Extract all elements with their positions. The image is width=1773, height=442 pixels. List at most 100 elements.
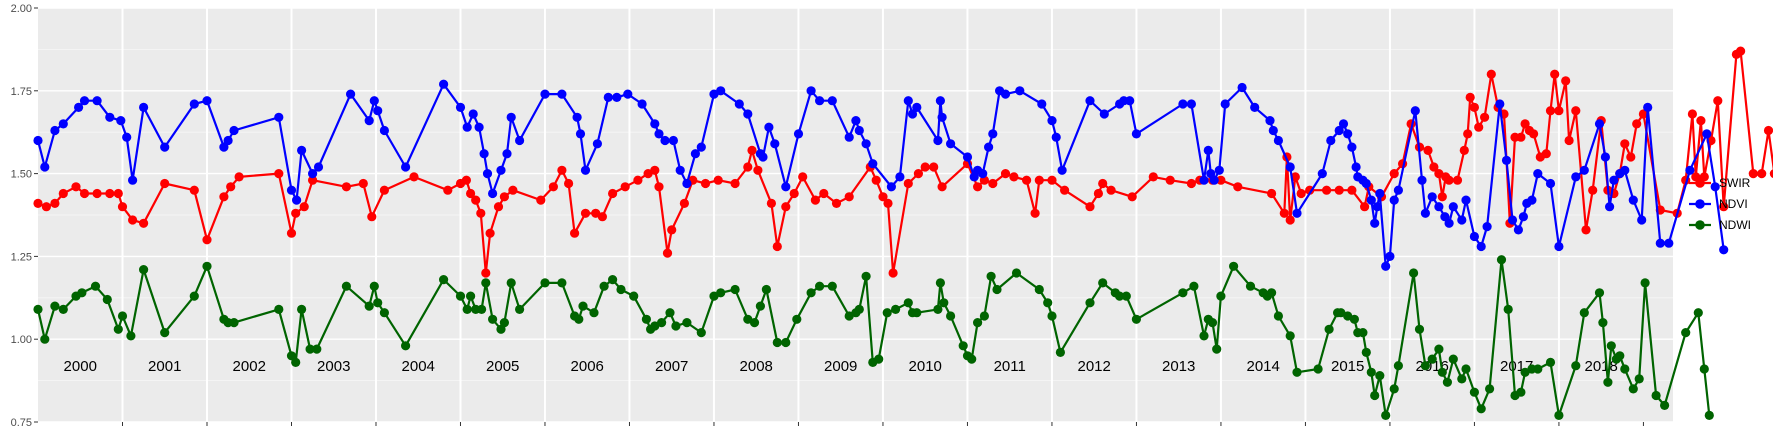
- data-point: [1417, 175, 1427, 185]
- data-point: [1461, 364, 1471, 374]
- data-point: [481, 278, 491, 288]
- data-point: [1055, 347, 1065, 357]
- data-point: [1334, 125, 1344, 136]
- data-point: [139, 265, 149, 275]
- data-point: [1571, 172, 1581, 182]
- data-point: [650, 119, 660, 129]
- data-point: [1057, 165, 1067, 175]
- data-point: [1518, 212, 1528, 222]
- data-point: [1334, 185, 1344, 195]
- data-point: [933, 304, 943, 314]
- data-point: [1620, 165, 1630, 175]
- data-point: [1516, 132, 1526, 142]
- data-point: [1034, 175, 1044, 185]
- data-point: [608, 275, 618, 285]
- data-point: [1600, 152, 1610, 162]
- data-point: [629, 291, 639, 301]
- data-point: [455, 291, 466, 301]
- year-label: 2002: [233, 358, 266, 375]
- data-point: [461, 175, 471, 185]
- year-label: 2015: [1331, 358, 1364, 375]
- data-point: [1212, 344, 1222, 354]
- data-point: [578, 301, 588, 311]
- data-point: [749, 318, 760, 328]
- data-point: [77, 288, 87, 298]
- data-point: [608, 188, 618, 199]
- data-point: [882, 308, 892, 318]
- data-point: [851, 116, 861, 126]
- data-point: [1216, 175, 1226, 185]
- data-point: [589, 308, 599, 318]
- data-point: [665, 308, 675, 318]
- data-point: [1099, 109, 1109, 119]
- data-point: [572, 112, 582, 122]
- data-point: [105, 112, 115, 122]
- legend-label: NDVI: [1719, 197, 1748, 211]
- data-point: [305, 344, 315, 354]
- data-point: [1216, 291, 1226, 301]
- data-point: [1098, 178, 1108, 189]
- series-ndvi: [33, 79, 1729, 271]
- data-point: [903, 178, 913, 189]
- data-point: [1409, 268, 1419, 278]
- data-point: [41, 202, 52, 212]
- data-point: [1442, 377, 1452, 387]
- data-point: [1693, 308, 1703, 318]
- data-point: [286, 351, 297, 361]
- data-point: [696, 328, 706, 338]
- data-point: [612, 92, 622, 102]
- data-point: [379, 185, 389, 195]
- y-axis: 0.75 1.00 1.25 1.50 1.75 2.00: [11, 3, 38, 429]
- data-point: [868, 159, 878, 169]
- data-point: [1533, 364, 1543, 374]
- data-point: [1736, 46, 1746, 56]
- data-point: [1414, 324, 1425, 334]
- data-point: [540, 278, 550, 288]
- data-point: [903, 298, 913, 308]
- data-point: [1603, 377, 1613, 387]
- data-point: [1034, 284, 1044, 295]
- data-point: [1296, 188, 1306, 199]
- data-point: [888, 268, 898, 278]
- data-point: [1420, 208, 1430, 218]
- data-point: [1696, 116, 1706, 126]
- data-point: [476, 208, 486, 218]
- data-point: [781, 182, 791, 192]
- data-point: [515, 135, 525, 146]
- data-point: [557, 165, 567, 175]
- data-point: [871, 175, 881, 185]
- data-point: [637, 99, 647, 109]
- data-point: [755, 301, 766, 311]
- data-point: [113, 188, 123, 199]
- data-point: [592, 139, 603, 149]
- data-point: [1687, 109, 1697, 119]
- data-point: [912, 308, 922, 318]
- data-point: [713, 175, 723, 185]
- data-point: [1324, 324, 1334, 334]
- data-point: [1267, 288, 1277, 298]
- data-point: [907, 109, 918, 119]
- data-point: [603, 92, 613, 102]
- data-point: [770, 139, 780, 149]
- data-point: [50, 301, 60, 311]
- data-point: [401, 162, 411, 172]
- data-point: [886, 182, 897, 192]
- data-point: [1273, 311, 1283, 321]
- data-point: [1047, 175, 1057, 185]
- data-point: [1313, 364, 1323, 374]
- data-point: [1769, 169, 1773, 178]
- data-point: [313, 162, 324, 172]
- data-point: [1448, 202, 1458, 212]
- data-point: [1011, 268, 1022, 278]
- data-point: [570, 228, 580, 238]
- data-point: [189, 291, 199, 301]
- data-point: [466, 188, 476, 199]
- data-point: [730, 178, 740, 189]
- data-point: [189, 99, 199, 109]
- data-point: [793, 129, 804, 139]
- data-point: [1554, 241, 1564, 252]
- data-point: [1366, 367, 1376, 377]
- data-point: [1186, 178, 1196, 189]
- data-point: [506, 112, 516, 122]
- data-point: [1214, 165, 1224, 175]
